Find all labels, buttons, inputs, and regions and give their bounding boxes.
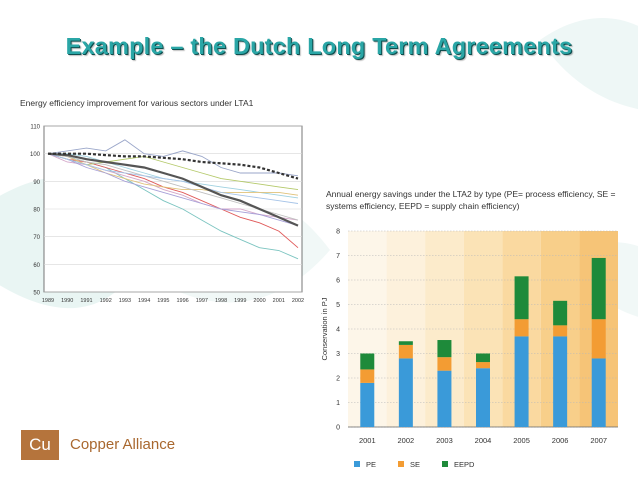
x-tick-label: 1997 xyxy=(196,298,208,304)
y-tick-label: 110 xyxy=(30,125,40,131)
x-tick-label: 1999 xyxy=(234,298,246,304)
slide-title: Example – the Dutch Long Term Agreements xyxy=(65,33,573,59)
x-tick-label: 1998 xyxy=(215,298,227,304)
x-tick-label: 1993 xyxy=(119,298,131,304)
series-line xyxy=(47,153,299,249)
bar-segment-eepd xyxy=(591,257,606,320)
y-tick-label: 6 xyxy=(336,278,340,285)
y-tick-label: 50 xyxy=(33,291,40,297)
legend-label: PE xyxy=(366,460,376,469)
sector-efficiency-line-chart: 50 60 70 80 90 100 110 1989 1990 1991 1992 1993 1994… xyxy=(30,125,304,305)
series-line xyxy=(47,153,299,204)
series-line xyxy=(47,139,299,177)
y-tick-label: 100 xyxy=(30,152,41,158)
bar-segment-pe xyxy=(437,370,452,427)
bar-segment-pe xyxy=(514,336,529,427)
x-tick-label: 1994 xyxy=(138,298,150,304)
cu-logo-mark: Cu xyxy=(21,430,59,460)
legend-swatch xyxy=(398,461,404,467)
chart2-caption: Annual energy savings under the LTA2 by … xyxy=(326,189,616,211)
x-tick-label: 1995 xyxy=(157,298,169,304)
x-tick-label: 2005 xyxy=(513,436,530,445)
bar-segment-se xyxy=(591,319,606,359)
x-tick-label: 2002 xyxy=(398,436,415,445)
y-tick-label: 90 xyxy=(33,180,40,186)
legend-label: SE xyxy=(410,460,420,469)
y-tick-label: 3 xyxy=(336,351,340,358)
series-line xyxy=(47,153,299,227)
bar-segment-eepd xyxy=(476,353,490,363)
bar-segment-eepd xyxy=(437,340,452,358)
energy-savings-bar-chart: 0 1 2 3 4 5 6 7 8 Conservation in PJ 2001 2002 2003 2… xyxy=(320,229,618,469)
bar-segment-pe xyxy=(591,358,606,427)
copper-alliance-logo: Cu Copper Alliance xyxy=(21,430,201,460)
x-tick-label: 2000 xyxy=(253,298,265,304)
series-line xyxy=(48,152,299,180)
x-tick-label: 2003 xyxy=(436,436,453,445)
y-tick-label: 0 xyxy=(336,425,340,432)
bar-segment-pe xyxy=(553,336,568,427)
y-tick-label: 60 xyxy=(33,263,40,269)
x-tick-label: 2004 xyxy=(475,436,492,445)
y-tick-label: 7 xyxy=(336,253,340,260)
y-tick-label: 2 xyxy=(336,376,340,383)
bar-segment-se xyxy=(514,319,529,337)
bar-segment-eepd xyxy=(514,276,529,320)
bar-segment-eepd xyxy=(553,300,568,326)
bar-segment-pe xyxy=(360,382,375,427)
bar-segment-se xyxy=(553,325,568,337)
x-tick-label: 2006 xyxy=(552,436,569,445)
y-tick-label: 1 xyxy=(336,400,340,407)
x-tick-label: 1990 xyxy=(61,298,73,304)
bar-segment-se xyxy=(398,344,413,359)
bar-segment-se xyxy=(437,357,452,371)
x-tick-label: 1992 xyxy=(100,298,112,304)
chart1-caption: Energy efficiency improvement for variou… xyxy=(20,98,254,108)
bar-segment-se xyxy=(360,369,375,383)
legend-label: EEPD xyxy=(454,460,475,469)
bar-segment-pe xyxy=(476,368,490,427)
x-tick-label: 2001 xyxy=(359,436,376,445)
x-tick-label: 1996 xyxy=(176,298,188,304)
y-tick-label: 8 xyxy=(336,229,340,236)
y-tick-label: 80 xyxy=(33,208,40,214)
y-tick-label: 4 xyxy=(336,327,340,334)
x-tick-label: 2001 xyxy=(273,298,285,304)
bar-segment-eepd xyxy=(360,353,375,370)
x-tick-label: 1991 xyxy=(80,298,92,304)
bar-segment-se xyxy=(476,362,490,369)
logo-name: Copper Alliance xyxy=(70,436,176,453)
series-line xyxy=(47,153,299,191)
bar-segment-pe xyxy=(398,358,413,427)
bar-segment-eepd xyxy=(398,341,413,345)
series-line xyxy=(47,152,299,227)
y-tick-label: 5 xyxy=(336,302,340,309)
y-axis-label: Conservation in PJ xyxy=(320,297,329,360)
legend-swatch xyxy=(354,461,360,467)
legend-swatch xyxy=(442,461,448,467)
x-tick-label: 1989 xyxy=(42,298,54,304)
x-tick-label: 2002 xyxy=(292,298,304,304)
y-tick-label: 70 xyxy=(33,235,40,241)
x-tick-label: 2007 xyxy=(590,436,607,445)
